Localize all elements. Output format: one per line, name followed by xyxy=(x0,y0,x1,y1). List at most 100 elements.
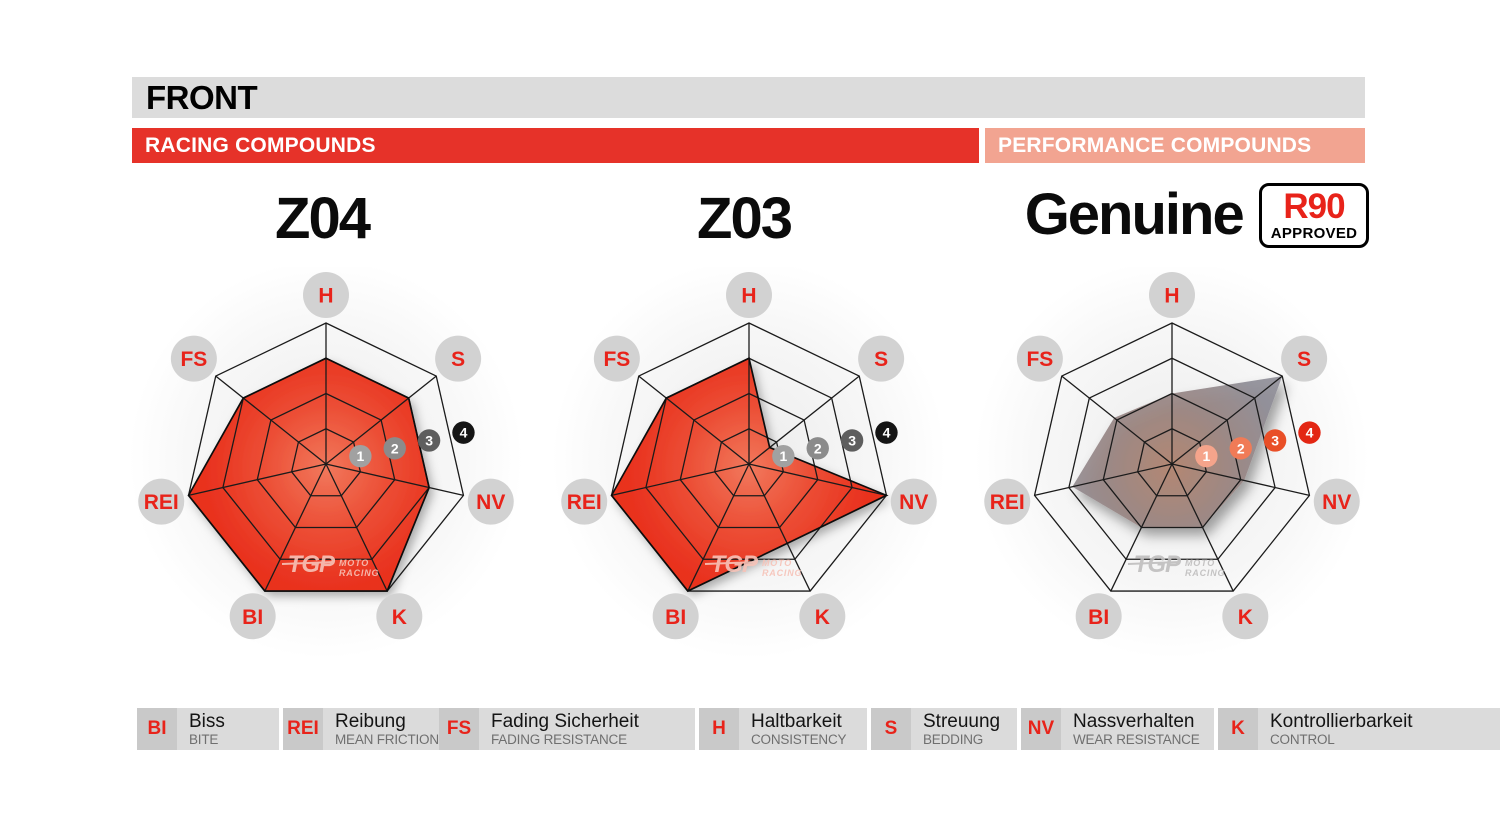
svg-text:K: K xyxy=(392,606,407,629)
svg-text:BI: BI xyxy=(1088,606,1109,629)
svg-text:S: S xyxy=(451,348,465,371)
svg-text:1: 1 xyxy=(779,448,787,464)
legend-item-nv: NV Nassverhalten WEAR RESISTANCE xyxy=(1021,708,1214,750)
svg-text:FS: FS xyxy=(180,348,207,371)
approved-label: APPROVED xyxy=(1270,224,1358,242)
svg-text:NV: NV xyxy=(1322,491,1351,514)
legend-english-h: CONSISTENCY xyxy=(751,732,847,747)
chart-title-genuine-group: Genuine R90 APPROVED xyxy=(1002,182,1392,248)
axis-label-nv: NV xyxy=(890,478,937,525)
svg-text:H: H xyxy=(741,285,756,308)
svg-text:MOTO: MOTO xyxy=(339,558,369,568)
axis-label-s: S xyxy=(435,335,482,382)
axis-label-fs: FS xyxy=(593,335,640,382)
axis-label-fs: FS xyxy=(1016,335,1063,382)
legend-item-k: K Kontrollierbarkeit CONTROL xyxy=(1218,708,1500,750)
legend-english-nv: WEAR RESISTANCE xyxy=(1073,732,1200,747)
axis-label-rei: REI xyxy=(138,478,185,525)
axis-label-nv: NV xyxy=(467,478,514,525)
legend-german-s: Streuung xyxy=(923,711,1001,732)
scale-badge-4: 4 xyxy=(1298,421,1321,444)
svg-text:H: H xyxy=(1164,285,1179,308)
legend-item-fs: FS Fading Sicherheit FADING RESISTANCE xyxy=(439,708,695,750)
svg-text:2: 2 xyxy=(1237,440,1245,456)
value-polygon-z04 xyxy=(188,358,430,592)
scale-badge-1: 1 xyxy=(349,444,372,468)
legend-english-fs: FADING RESISTANCE xyxy=(491,732,627,747)
value-polygon-genuine xyxy=(1072,376,1283,528)
svg-text:REI: REI xyxy=(990,491,1025,514)
svg-text:1: 1 xyxy=(1202,448,1210,464)
legend-abbr-nv: NV xyxy=(1021,708,1061,750)
legend-english-k: CONTROL xyxy=(1270,732,1335,747)
legend-item-rei: REI Reibung MEAN FRICTION xyxy=(283,708,445,750)
svg-text:3: 3 xyxy=(848,432,856,448)
axis-label-h: H xyxy=(1149,272,1195,318)
axis-label-h: H xyxy=(303,272,349,318)
scale-badge-2: 2 xyxy=(1229,437,1252,460)
svg-text:K: K xyxy=(815,606,830,629)
legend-german-fs: Fading Sicherheit xyxy=(491,711,639,732)
axis-label-h: H xyxy=(726,272,772,318)
legend-german-nv: Nassverhalten xyxy=(1073,711,1195,732)
scale-badge-3: 3 xyxy=(1263,429,1287,452)
legend-german-k: Kontrollierbarkeit xyxy=(1270,711,1413,732)
legend-german-h: Haltbarkeit xyxy=(751,711,842,732)
performance-compounds-band: PERFORMANCE COMPOUNDS xyxy=(985,128,1365,163)
legend-abbr-h: H xyxy=(699,708,739,750)
svg-text:4: 4 xyxy=(460,425,468,441)
svg-text:1: 1 xyxy=(356,448,364,464)
racing-compounds-label: RACING COMPOUNDS xyxy=(145,133,376,157)
legend-abbr-k: K xyxy=(1218,708,1258,750)
racing-compounds-band: RACING COMPOUNDS xyxy=(132,128,979,163)
value-polygon-outline xyxy=(187,357,430,592)
svg-text:RACING: RACING xyxy=(762,568,802,578)
axis-label-bi: BI xyxy=(229,593,276,640)
scale-badge-2: 2 xyxy=(383,437,406,460)
svg-text:4: 4 xyxy=(883,425,891,441)
svg-text:4: 4 xyxy=(1306,425,1314,441)
legend-abbr-s: S xyxy=(871,708,911,750)
scale-badge-1: 1 xyxy=(1195,444,1218,468)
page-title: FRONT xyxy=(146,78,258,116)
svg-text:2: 2 xyxy=(391,440,399,456)
axis-label-k: K xyxy=(1222,593,1269,640)
r90-approved-badge: R90 APPROVED xyxy=(1258,182,1370,248)
scale-badge-4: 4 xyxy=(452,421,475,444)
scale-badge-4: 4 xyxy=(875,421,898,444)
svg-text:MOTO: MOTO xyxy=(1185,558,1215,568)
performance-compounds-label: PERFORMANCE COMPOUNDS xyxy=(998,133,1312,157)
r90-label: R90 xyxy=(1283,186,1345,226)
front-header-bar: FRONT xyxy=(132,77,1365,118)
axis-label-s: S xyxy=(858,335,905,382)
svg-text:FS: FS xyxy=(603,348,630,371)
svg-text:TGP: TGP xyxy=(288,551,336,578)
axis-label-k: K xyxy=(376,593,423,640)
svg-text:NV: NV xyxy=(899,491,928,514)
svg-text:NV: NV xyxy=(476,491,505,514)
scale-badge-1: 1 xyxy=(772,444,795,468)
axis-label-k: K xyxy=(799,593,846,640)
svg-text:FS: FS xyxy=(1026,348,1053,371)
legend-bar: BI Biss BITE REI Reibung MEAN FRICTION F… xyxy=(137,708,1500,750)
axis-label-rei: REI xyxy=(561,478,608,525)
svg-text:MOTO: MOTO xyxy=(762,558,792,568)
svg-text:TGP: TGP xyxy=(711,551,759,578)
scale-badge-3: 3 xyxy=(840,429,864,452)
scale-badge-2: 2 xyxy=(806,437,829,460)
radar-grid xyxy=(1033,322,1311,592)
svg-text:BI: BI xyxy=(242,606,263,629)
svg-text:3: 3 xyxy=(1271,432,1279,448)
legend-abbr-bi: BI xyxy=(137,708,177,750)
axis-label-rei: REI xyxy=(984,478,1031,525)
svg-text:K: K xyxy=(1238,606,1253,629)
legend-item-bi: BI Biss BITE xyxy=(137,708,279,750)
svg-text:2: 2 xyxy=(814,440,822,456)
svg-text:RACING: RACING xyxy=(339,568,379,578)
legend-english-s: BEDDING xyxy=(923,732,984,747)
